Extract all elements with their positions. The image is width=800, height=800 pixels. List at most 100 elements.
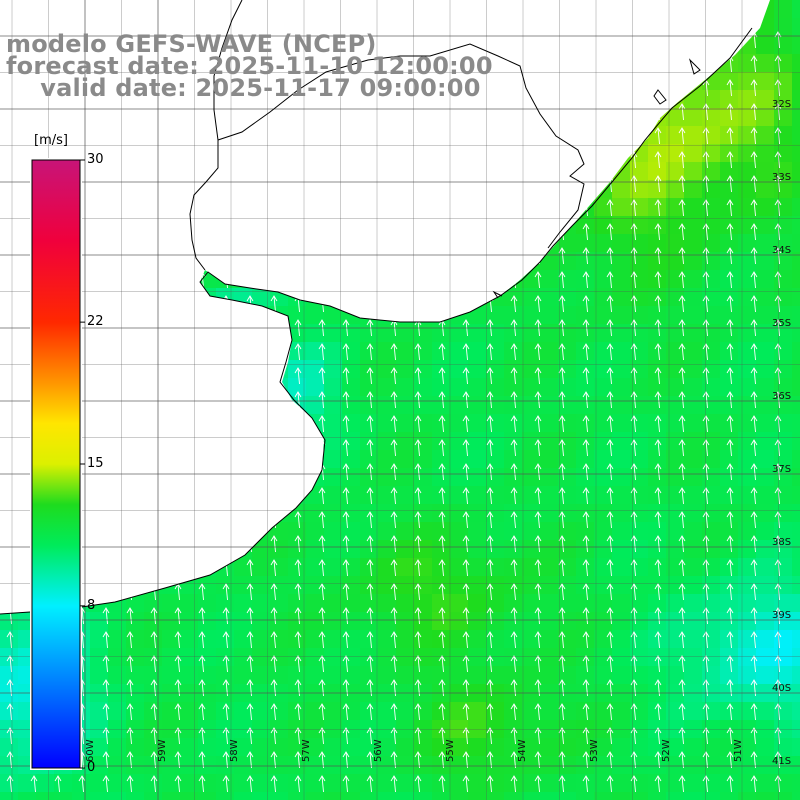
wind-cell — [432, 756, 451, 775]
wind-arrow — [726, 727, 734, 745]
wind-cell — [702, 414, 721, 433]
wind-cell — [774, 342, 793, 361]
wind-arrow — [414, 343, 422, 361]
wind-cell — [720, 540, 739, 559]
wind-cell — [702, 234, 721, 253]
wind-arrow — [558, 247, 566, 265]
wind-cell — [180, 792, 199, 800]
wind-cell — [666, 630, 685, 649]
wind-cell — [468, 702, 487, 721]
wind-cell — [630, 774, 649, 793]
wind-cell — [162, 756, 181, 775]
wind-arrow — [534, 295, 542, 313]
wind-cell — [594, 738, 613, 757]
wind-cell — [288, 522, 307, 541]
wind-cell — [522, 486, 541, 505]
wind-arrow — [750, 391, 758, 409]
wind-cell — [108, 738, 127, 757]
wind-cell — [612, 648, 631, 667]
wind-cell — [486, 306, 505, 325]
wind-cell — [198, 594, 217, 613]
wind-cell — [558, 630, 577, 649]
wind-cell — [252, 738, 271, 757]
wind-cell — [720, 252, 739, 271]
wind-arrow — [222, 655, 230, 673]
wind-arrow — [630, 391, 638, 409]
wind-cell — [378, 774, 397, 793]
wind-cell — [684, 468, 703, 487]
wind-arrow — [246, 607, 254, 625]
wind-arrow — [750, 775, 758, 793]
wind-arrow — [270, 655, 278, 673]
wind-cell — [126, 612, 145, 631]
wind-cell — [522, 468, 541, 487]
wind-arrow — [54, 775, 62, 793]
wind-cell — [288, 342, 307, 361]
wind-cell — [738, 54, 757, 73]
wind-cell — [270, 666, 289, 685]
wind-cell — [0, 612, 19, 631]
wind-cell — [378, 522, 397, 541]
wind-arrow — [222, 703, 230, 721]
wind-cell — [540, 486, 559, 505]
wind-cell — [450, 486, 469, 505]
wind-cell — [612, 378, 631, 397]
wind-arrow — [630, 703, 638, 721]
wind-cell — [432, 450, 451, 469]
wind-cell — [792, 18, 800, 37]
wind-cell — [756, 36, 775, 55]
wind-cell — [468, 504, 487, 523]
wind-cell — [324, 396, 343, 415]
wind-cell — [792, 576, 800, 595]
wind-cell — [450, 792, 469, 800]
wind-arrow — [582, 223, 590, 241]
wind-arrow — [582, 487, 590, 505]
wind-cell — [702, 342, 721, 361]
wind-arrow — [750, 79, 758, 97]
wind-cell — [612, 234, 631, 253]
wind-arrow — [750, 535, 758, 553]
wind-arrow — [126, 655, 134, 673]
wind-cell — [414, 738, 433, 757]
wind-cell — [612, 702, 631, 721]
wind-cell — [576, 234, 595, 253]
wind-cell — [486, 792, 505, 800]
wind-arrow — [678, 511, 686, 529]
wind-arrow — [102, 727, 110, 745]
wind-cell — [738, 72, 757, 91]
wind-arrow — [438, 655, 446, 673]
wind-cell — [306, 558, 325, 577]
wind-cell — [558, 342, 577, 361]
wind-cell — [792, 630, 800, 649]
wind-arrow — [318, 631, 326, 649]
wind-cell — [396, 360, 415, 379]
wind-cell — [396, 342, 415, 361]
wind-cell — [666, 540, 685, 559]
wind-cell — [342, 774, 361, 793]
wind-arrow — [702, 175, 710, 193]
wind-cell — [540, 594, 559, 613]
wind-cell — [522, 792, 541, 800]
wind-cell — [792, 144, 800, 163]
wind-cell — [324, 756, 343, 775]
wind-cell — [486, 558, 505, 577]
wind-cell — [576, 414, 595, 433]
wind-arrow — [654, 391, 662, 409]
wind-arrow — [702, 127, 710, 145]
wind-cell — [108, 630, 127, 649]
wind-arrow — [414, 463, 422, 481]
wind-cell — [738, 342, 757, 361]
wind-cell — [738, 630, 757, 649]
wind-cell — [216, 756, 235, 775]
wind-cell — [756, 306, 775, 325]
wind-cell — [0, 792, 19, 800]
wind-cell — [738, 324, 757, 343]
wind-cell — [576, 666, 595, 685]
wind-arrow — [606, 199, 614, 217]
wind-cell — [324, 666, 343, 685]
wind-cell — [576, 324, 595, 343]
wind-cell — [594, 432, 613, 451]
wind-cell — [288, 324, 307, 343]
wind-arrow — [630, 415, 638, 433]
wind-cell — [666, 342, 685, 361]
